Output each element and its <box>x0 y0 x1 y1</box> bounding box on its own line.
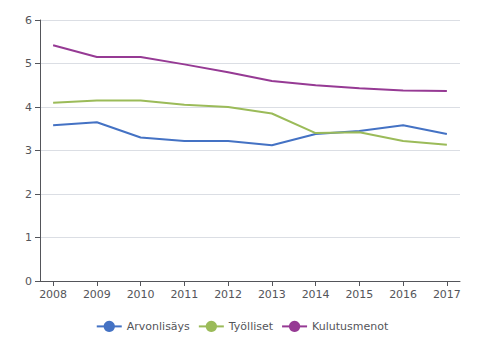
svg-text:2011: 2011 <box>170 288 198 301</box>
svg-text:Arvonlisäys: Arvonlisäys <box>127 320 190 333</box>
svg-text:2009: 2009 <box>83 288 111 301</box>
svg-text:2010: 2010 <box>127 288 155 301</box>
svg-text:2013: 2013 <box>258 288 286 301</box>
svg-text:2: 2 <box>25 188 32 201</box>
svg-text:2012: 2012 <box>214 288 242 301</box>
svg-text:2016: 2016 <box>389 288 417 301</box>
svg-text:2017: 2017 <box>433 288 461 301</box>
svg-text:3: 3 <box>25 144 32 157</box>
svg-text:4: 4 <box>25 101 32 114</box>
svg-text:2008: 2008 <box>39 288 67 301</box>
svg-text:6: 6 <box>25 14 32 27</box>
svg-text:0: 0 <box>25 275 32 288</box>
svg-text:Työlliset: Työlliset <box>228 320 274 333</box>
svg-text:1: 1 <box>25 231 32 244</box>
svg-text:2015: 2015 <box>345 288 373 301</box>
svg-text:2014: 2014 <box>302 288 330 301</box>
svg-text:5: 5 <box>25 57 32 70</box>
svg-text:Kulutusmenot: Kulutusmenot <box>312 320 389 333</box>
